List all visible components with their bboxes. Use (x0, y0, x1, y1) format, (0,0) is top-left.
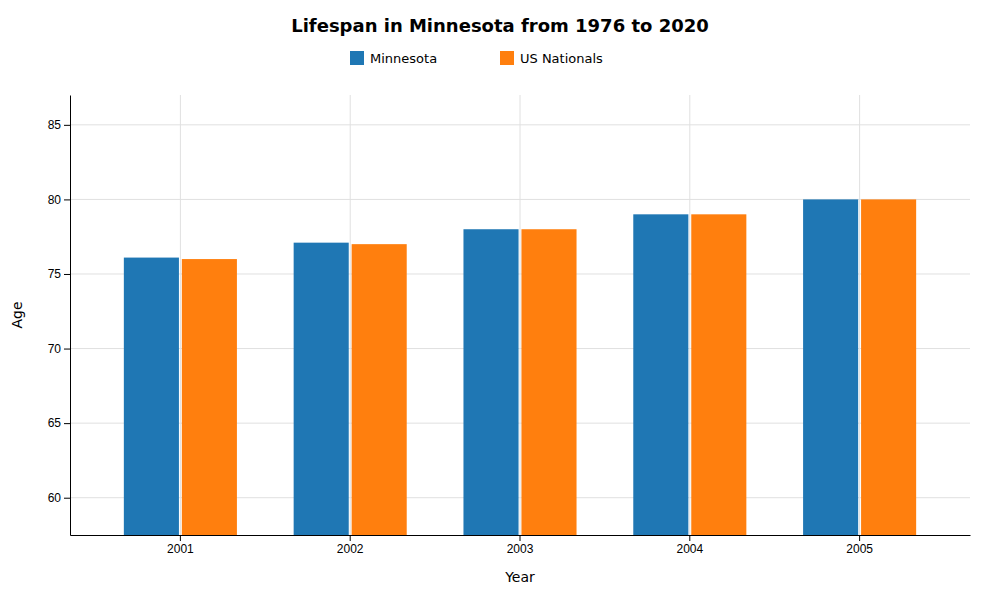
tick-label: 85 (48, 118, 62, 132)
y-axis-title: Age (9, 301, 25, 328)
axis-line (70, 96, 71, 536)
tick-label: 2005 (846, 542, 873, 556)
tick-label: 2001 (167, 542, 194, 556)
grid-line (180, 95, 181, 535)
tick-label: 70 (48, 342, 62, 356)
tick-mark (180, 535, 181, 541)
tick-mark (520, 535, 521, 541)
tick-mark (859, 535, 860, 541)
tick-label: 2002 (337, 542, 364, 556)
tick-mark (64, 125, 70, 126)
tick: 2001 (167, 535, 194, 556)
bar (352, 244, 407, 535)
tick: 2005 (846, 535, 873, 556)
y-axis: 60 65 70 75 80 85 (48, 96, 71, 536)
x-axis-title: Year (504, 569, 535, 585)
tick-label: 65 (48, 416, 62, 430)
tick-mark (64, 274, 70, 275)
tick-label: 2004 (676, 542, 703, 556)
tick: 60 (48, 491, 70, 505)
tick-label: 2003 (507, 542, 534, 556)
grid (70, 95, 970, 535)
tick-mark (64, 199, 70, 200)
grid-line (689, 95, 690, 535)
legend-item: Minnesota (350, 51, 437, 66)
tick: 85 (48, 118, 70, 132)
legend: Minnesota US Nationals (350, 51, 603, 66)
tick: 2002 (337, 535, 364, 556)
tick-label: 60 (48, 491, 62, 505)
bar (861, 199, 916, 535)
tick-mark (350, 535, 351, 541)
tick-mark (64, 349, 70, 350)
plot: 60 65 70 75 80 85 2001 2002 2003 2004 2005 (48, 95, 971, 556)
chart: 60 65 70 75 80 85 2001 2002 2003 2004 2005 Year Age L… (0, 0, 1000, 600)
grid-line (859, 95, 860, 535)
tick-label: 75 (48, 267, 62, 281)
bar (124, 258, 179, 535)
legend-item: US Nationals (500, 51, 603, 66)
tick: 70 (48, 342, 70, 356)
tick-mark (689, 535, 690, 541)
bar (521, 229, 576, 535)
tick: 2004 (676, 535, 703, 556)
bar (691, 214, 746, 535)
tick: 65 (48, 416, 70, 430)
title: Lifespan in Minnesota from 1976 to 2020 (291, 15, 709, 36)
grid-line (520, 95, 521, 535)
tick-mark (64, 498, 70, 499)
legend-swatch (500, 51, 514, 65)
tick: 80 (48, 193, 70, 207)
legend-label: US Nationals (520, 51, 603, 66)
bar (294, 243, 349, 535)
bar (633, 214, 688, 535)
tick-mark (64, 423, 70, 424)
tick-label: 80 (48, 193, 62, 207)
bar (463, 229, 518, 535)
tick: 75 (48, 267, 70, 281)
grid-line (350, 95, 351, 535)
bars (124, 199, 916, 535)
legend-swatch (350, 51, 364, 65)
legend-label: Minnesota (370, 51, 437, 66)
x-axis: 2001 2002 2003 2004 2005 (71, 535, 971, 556)
bar (803, 199, 858, 535)
tick: 2003 (507, 535, 534, 556)
bar (182, 259, 237, 535)
